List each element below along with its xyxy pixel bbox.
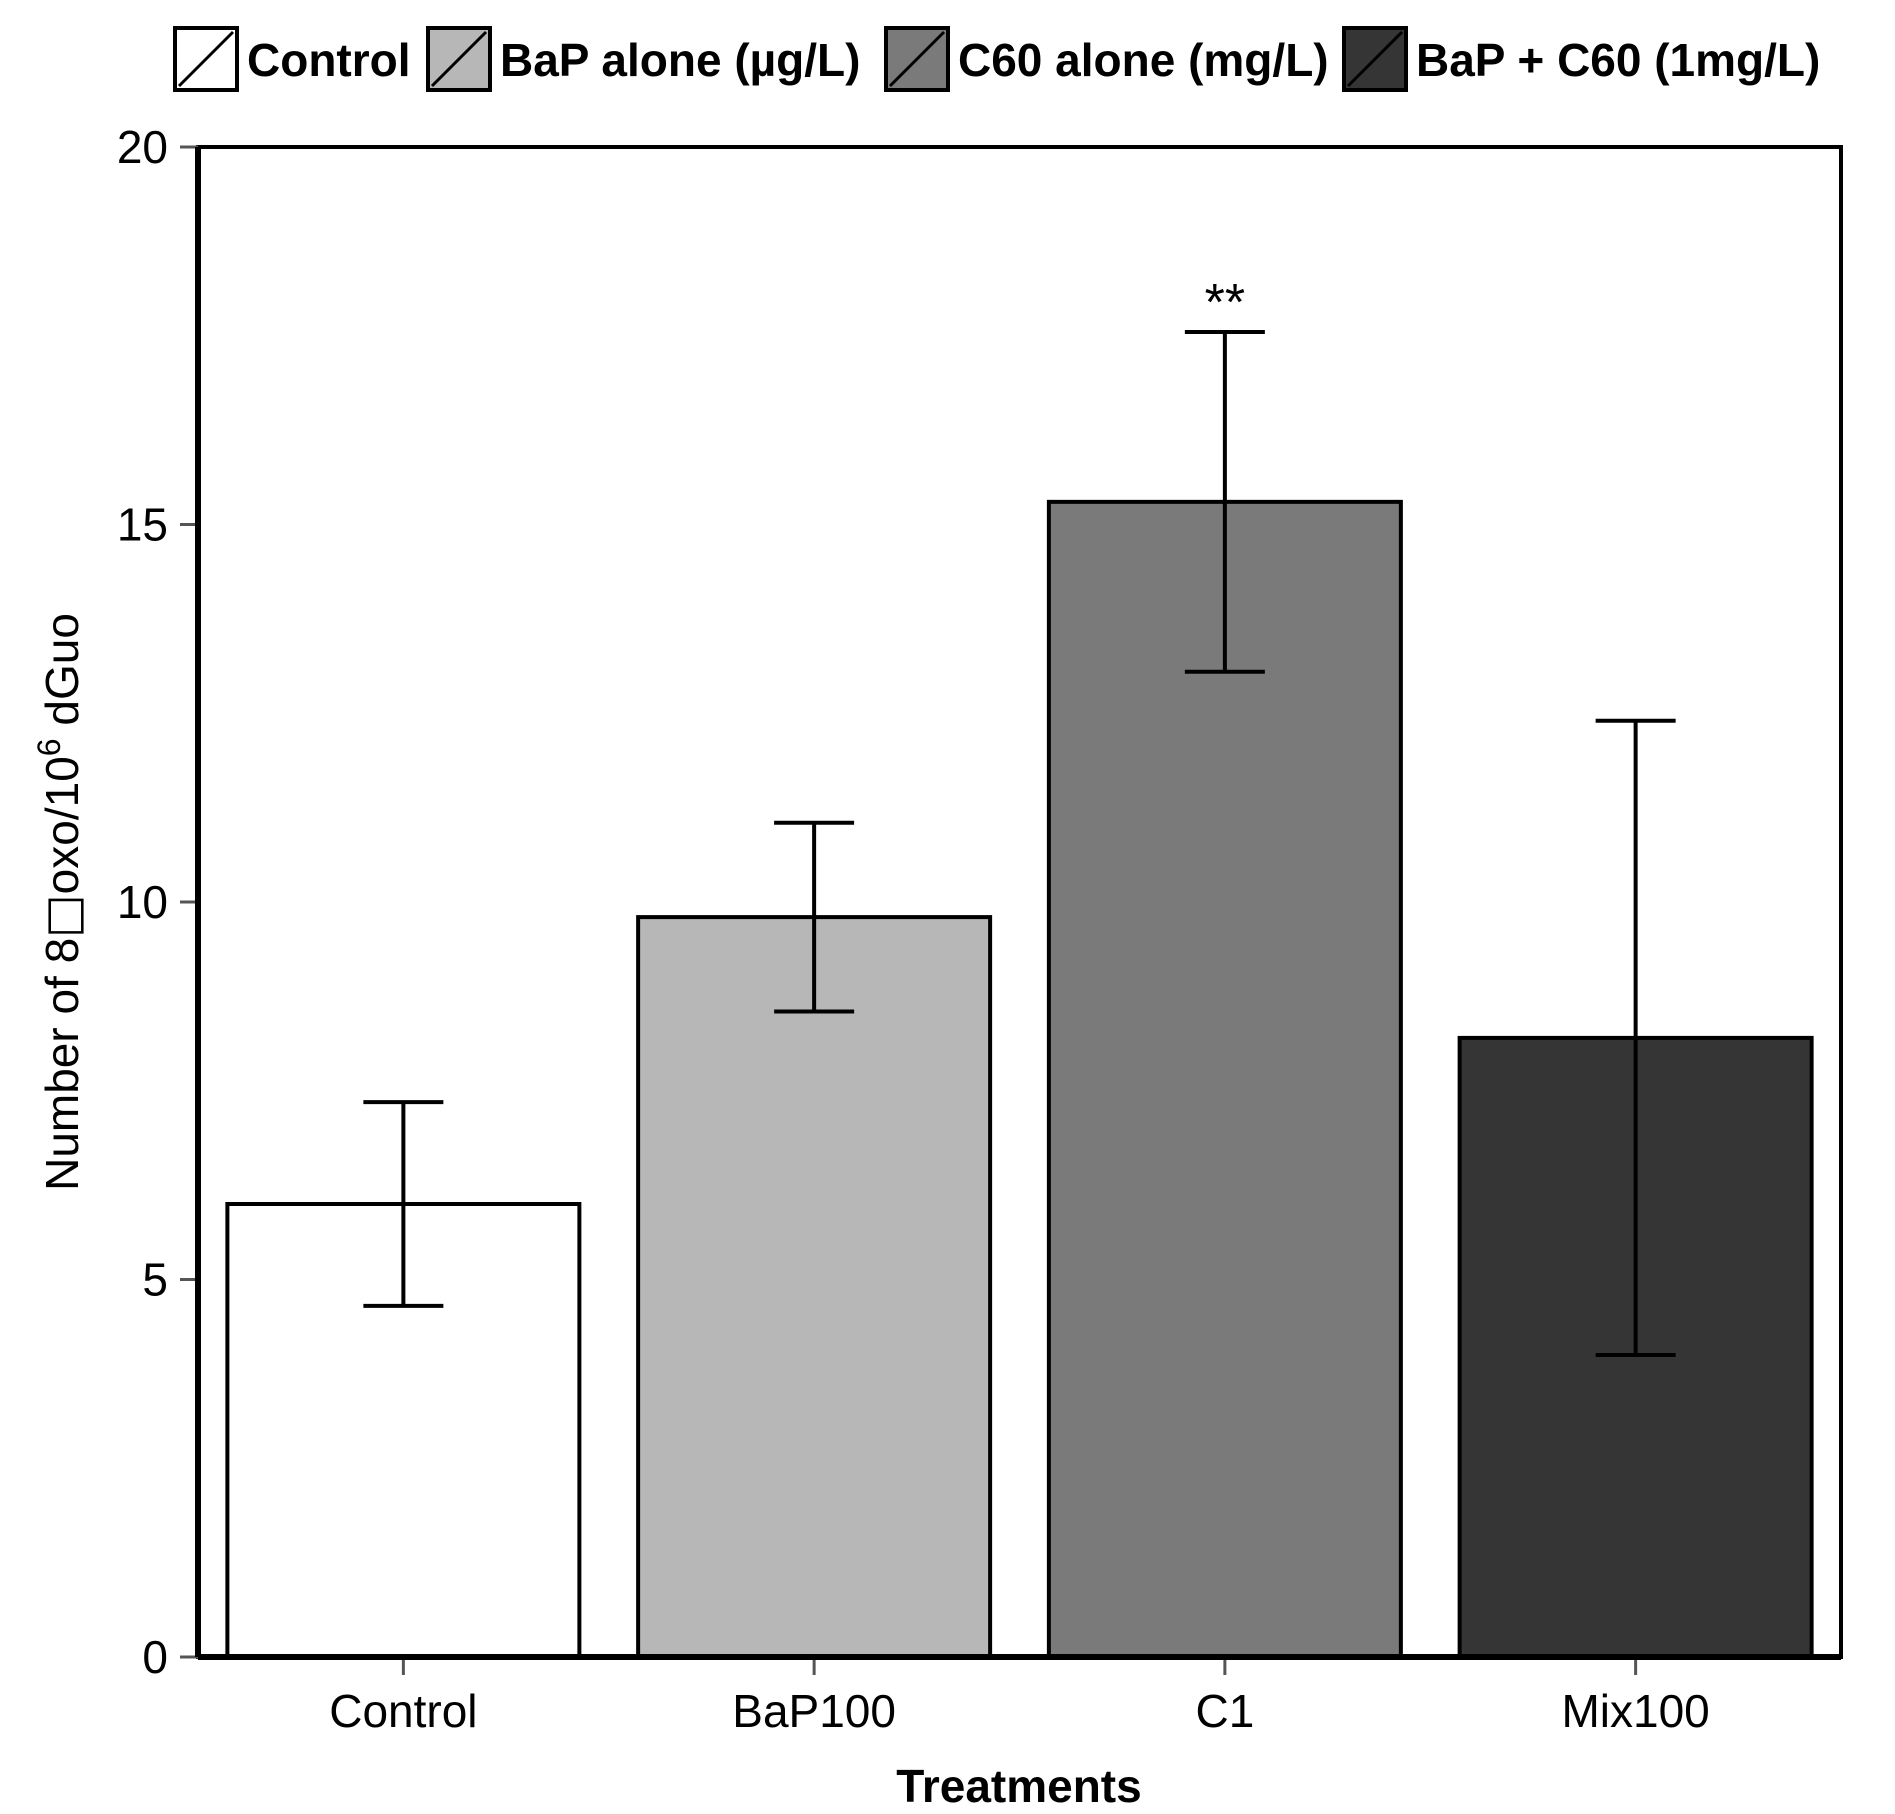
legend-swatch-diagonal (430, 30, 488, 88)
y-axis-title: Number of 8□oxo/106 dGuo (31, 613, 89, 1191)
x-tick-label: C1 (1195, 1685, 1254, 1737)
x-tick-label: BaP100 (732, 1685, 896, 1737)
y-tick-label: 0 (142, 1631, 168, 1683)
legend-label: Control (247, 34, 411, 86)
x-tick-label: Control (329, 1685, 477, 1737)
y-tick-label: 20 (117, 121, 168, 173)
x-axis: Control BaP100 C1 Mix100 (329, 1657, 1710, 1737)
y-tick-label: 15 (117, 499, 168, 551)
legend-swatch-diagonal (177, 30, 235, 88)
y-axis-title-part: Number of 8 (36, 938, 88, 1191)
y-axis-title-part: □ (35, 894, 89, 937)
legend-swatch-diagonal (1346, 30, 1404, 88)
y-tick-label: 10 (117, 876, 168, 928)
y-axis: 0 5 10 15 20 (117, 121, 198, 1683)
significance-marker: ** (1205, 274, 1245, 332)
y-axis-title-part: dGuo (36, 613, 88, 738)
y-axis-title-part: 6 (31, 738, 67, 756)
y-tick-label: 5 (142, 1254, 168, 1306)
error-bars (363, 329, 1676, 1357)
legend: Control BaP alone (µg/L) C60 alone (mg/L) B… (173, 26, 1820, 92)
x-axis-title: Treatments (896, 1760, 1141, 1812)
legend-label: C60 alone (mg/L) (958, 34, 1329, 86)
bar-bap100 (636, 915, 993, 1659)
legend-swatch-diagonal (888, 30, 946, 88)
legend-label: BaP + C60 (1mg/L) (1416, 34, 1820, 86)
y-axis-title-part: oxo/10 (36, 756, 88, 894)
bar-c1 (1046, 499, 1403, 1660)
bars (225, 499, 1814, 1660)
legend-label: BaP alone (µg/L) (500, 34, 860, 86)
x-tick-label: Mix100 (1561, 1685, 1709, 1737)
significance-annotations: ** (1205, 274, 1245, 332)
